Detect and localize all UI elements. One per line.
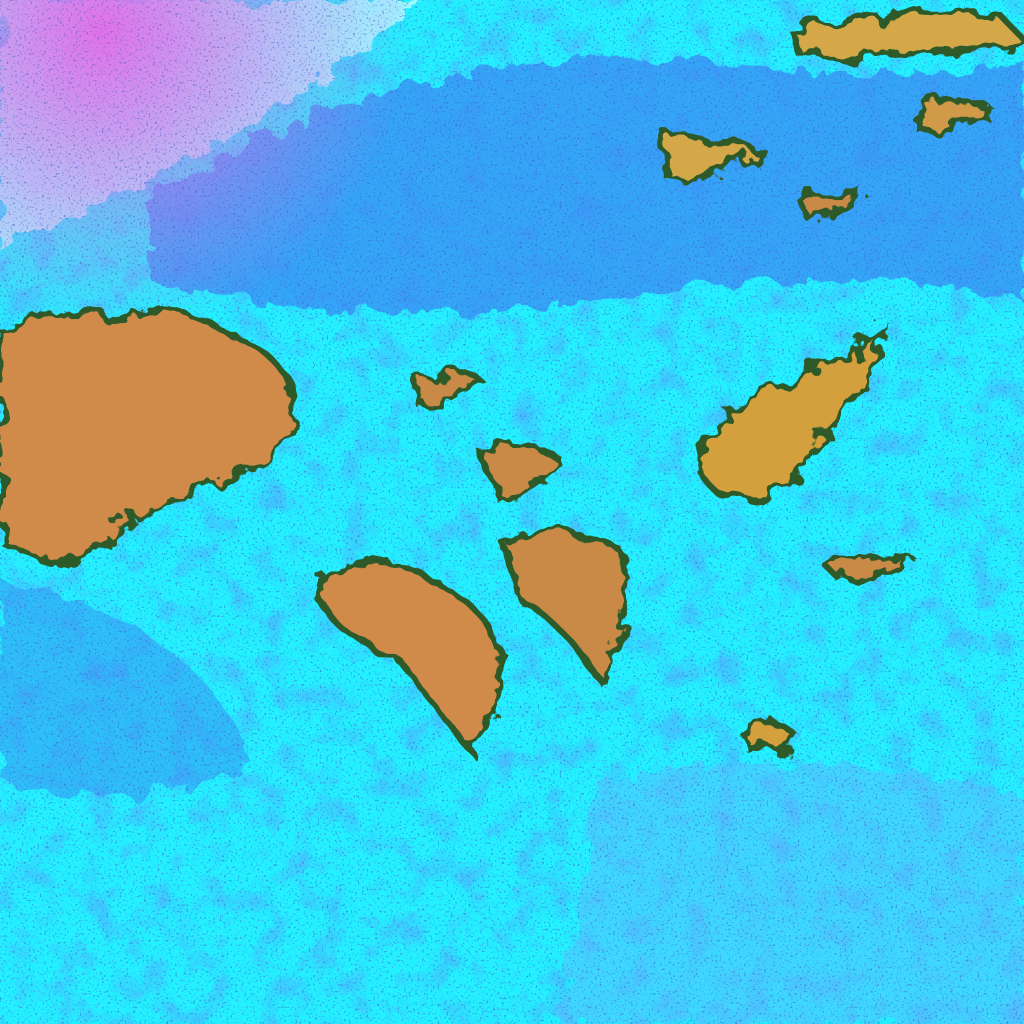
land-areas — [0, 11, 1024, 755]
